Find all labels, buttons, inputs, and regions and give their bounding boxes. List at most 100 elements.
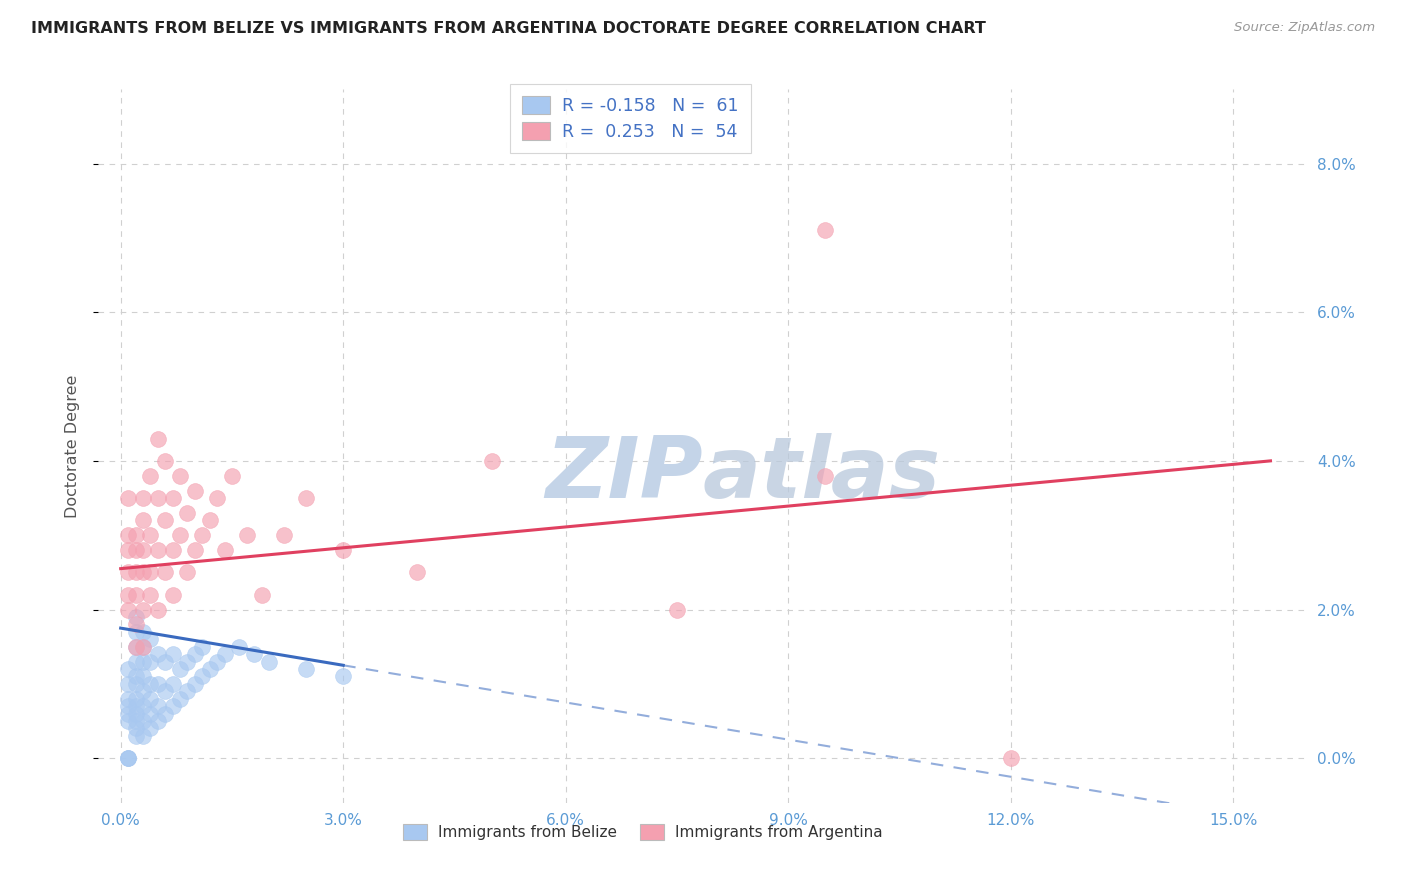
Point	[153, 513, 176, 527]
Point	[124, 669, 146, 683]
Text: atlas: atlas	[703, 433, 941, 516]
Point	[295, 491, 318, 505]
Point	[481, 454, 503, 468]
Point	[132, 624, 155, 639]
Point	[139, 468, 162, 483]
Point	[169, 691, 191, 706]
Point	[117, 528, 139, 542]
Point	[117, 588, 139, 602]
Point	[162, 699, 184, 714]
Point	[153, 655, 176, 669]
Point	[124, 640, 146, 654]
Point	[124, 655, 146, 669]
Point	[146, 491, 169, 505]
Point	[139, 677, 162, 691]
Point	[198, 662, 221, 676]
Point	[124, 624, 146, 639]
Point	[146, 602, 169, 616]
Point	[332, 669, 354, 683]
Point	[176, 566, 198, 580]
Point	[257, 655, 280, 669]
Point	[124, 588, 146, 602]
Point	[221, 468, 243, 483]
Point	[117, 691, 139, 706]
Point	[124, 640, 146, 654]
Point	[117, 751, 139, 765]
Point	[814, 468, 837, 483]
Point	[139, 632, 162, 647]
Point	[124, 528, 146, 542]
Point	[124, 617, 146, 632]
Point	[146, 432, 169, 446]
Point	[132, 491, 155, 505]
Point	[117, 714, 139, 728]
Point	[228, 640, 250, 654]
Point	[117, 543, 139, 558]
Point	[295, 662, 318, 676]
Point	[250, 588, 273, 602]
Point	[139, 566, 162, 580]
Point	[162, 491, 184, 505]
Text: IMMIGRANTS FROM BELIZE VS IMMIGRANTS FROM ARGENTINA DOCTORATE DEGREE CORRELATION: IMMIGRANTS FROM BELIZE VS IMMIGRANTS FRO…	[31, 21, 986, 37]
Point	[162, 677, 184, 691]
Point	[124, 677, 146, 691]
Point	[124, 714, 146, 728]
Point	[169, 528, 191, 542]
Point	[117, 566, 139, 580]
Point	[132, 543, 155, 558]
Point	[132, 513, 155, 527]
Point	[332, 543, 354, 558]
Point	[124, 699, 146, 714]
Point	[214, 543, 236, 558]
Point	[184, 483, 207, 498]
Point	[139, 722, 162, 736]
Point	[184, 647, 207, 661]
Point	[117, 751, 139, 765]
Point	[169, 468, 191, 483]
Point	[184, 677, 207, 691]
Point	[124, 729, 146, 743]
Point	[132, 699, 155, 714]
Point	[191, 669, 214, 683]
Point	[124, 610, 146, 624]
Point	[117, 706, 139, 721]
Point	[139, 691, 162, 706]
Text: Source: ZipAtlas.com: Source: ZipAtlas.com	[1234, 21, 1375, 35]
Point	[124, 543, 146, 558]
Point	[153, 706, 176, 721]
Point	[162, 588, 184, 602]
Point	[205, 491, 228, 505]
Point	[236, 528, 259, 542]
Point	[176, 655, 198, 669]
Point	[153, 566, 176, 580]
Point	[162, 543, 184, 558]
Point	[132, 655, 155, 669]
Point	[191, 640, 214, 654]
Point	[273, 528, 295, 542]
Point	[132, 566, 155, 580]
Point	[176, 684, 198, 698]
Point	[205, 655, 228, 669]
Point	[117, 751, 139, 765]
Point	[146, 677, 169, 691]
Point	[162, 647, 184, 661]
Y-axis label: Doctorate Degree: Doctorate Degree	[65, 375, 80, 517]
Point	[146, 543, 169, 558]
Point	[132, 714, 155, 728]
Point	[139, 655, 162, 669]
Point	[139, 588, 162, 602]
Point	[117, 602, 139, 616]
Point	[146, 699, 169, 714]
Point	[117, 662, 139, 676]
Point	[146, 647, 169, 661]
Point	[191, 528, 214, 542]
Point	[153, 684, 176, 698]
Point	[124, 566, 146, 580]
Point	[214, 647, 236, 661]
Point	[132, 640, 155, 654]
Point	[124, 722, 146, 736]
Point	[666, 602, 689, 616]
Point	[406, 566, 429, 580]
Legend: Immigrants from Belize, Immigrants from Argentina: Immigrants from Belize, Immigrants from …	[396, 818, 889, 847]
Point	[117, 491, 139, 505]
